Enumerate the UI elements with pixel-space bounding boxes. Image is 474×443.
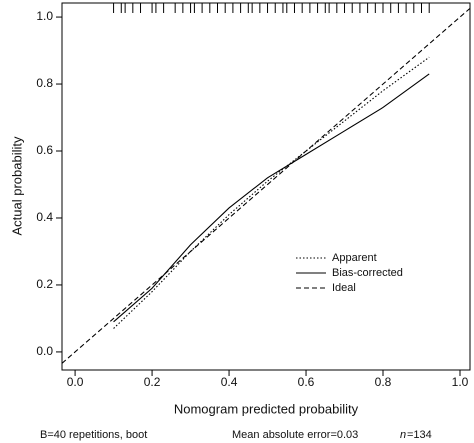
x-tick-label: 0.6 — [298, 375, 315, 389]
legend-label: Bias-corrected — [332, 267, 403, 279]
y-axis-label: Actual probability — [9, 136, 24, 235]
legend-label: Ideal — [332, 282, 356, 294]
y-tick-label: 0.0 — [36, 344, 53, 358]
series-line — [113, 56, 430, 329]
plot-frame — [61, 2, 471, 371]
legend-label: Apparent — [332, 252, 377, 264]
y-tick-label: 0.6 — [36, 143, 53, 157]
y-tick-label: 0.2 — [36, 277, 53, 291]
x-tick-label: 0.2 — [144, 375, 161, 389]
y-tick-label: 0.4 — [36, 210, 53, 224]
x-tick-label: 0.0 — [67, 375, 84, 389]
y-tick-label: 0.8 — [36, 76, 53, 90]
x-tick-label: 1.0 — [452, 375, 469, 389]
footnote: n — [400, 429, 406, 441]
series-line — [61, 7, 471, 364]
x-tick-label: 0.4 — [221, 375, 238, 389]
series-line — [113, 73, 430, 323]
y-tick-label: 1.0 — [36, 9, 53, 23]
x-axis-label: Nomogram predicted probability — [174, 401, 359, 416]
footnote: Mean absolute error=0.03 — [232, 429, 358, 441]
x-tick-label: 0.8 — [375, 375, 392, 389]
footnote: =134 — [407, 429, 432, 441]
footnote: B=40 repetitions, boot — [40, 429, 147, 441]
